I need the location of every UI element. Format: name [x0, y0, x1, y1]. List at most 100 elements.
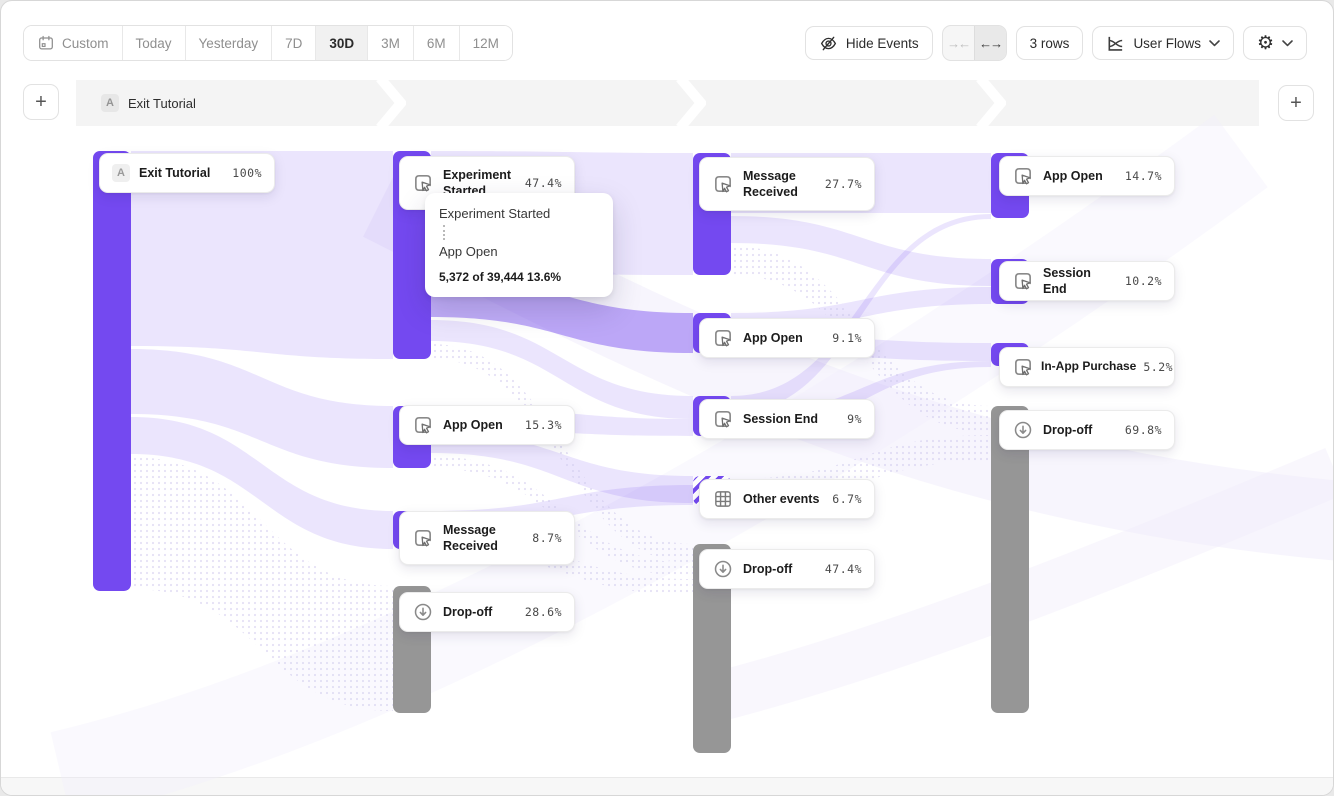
flow-step-header: A Exit Tutorial [76, 80, 1259, 126]
step-1-header[interactable]: A Exit Tutorial [101, 80, 196, 126]
window-footer [1, 777, 1333, 795]
date-range-label: 30D [329, 35, 355, 51]
node-card-session-end-4[interactable]: Session End 10.2% [999, 261, 1175, 301]
rows-button[interactable]: 3 rows [1015, 26, 1084, 60]
date-range-12m[interactable]: 12M [459, 26, 512, 60]
node-card-app-open-4[interactable]: App Open 14.7% [999, 156, 1175, 196]
flow-ribbon[interactable] [731, 216, 991, 286]
node-percent: 27.7% [824, 177, 862, 191]
date-range-yesterday[interactable]: Yesterday [185, 26, 273, 60]
node-card-app-open-2[interactable]: App Open 15.3% [399, 405, 575, 445]
gear-icon: ⚙ [1256, 32, 1274, 54]
flow-ribbon[interactable] [431, 320, 693, 419]
add-step-left-button[interactable]: + [23, 84, 59, 120]
node-card-app-open-3[interactable]: App Open 9.1% [699, 318, 875, 358]
node-label: Message Received [443, 522, 498, 553]
node-card-other-events[interactable]: Other events 6.7% [699, 479, 875, 519]
dropoff-arrow-icon [712, 558, 734, 580]
event-cursor-icon [1012, 270, 1034, 292]
hide-events-label: Hide Events [845, 35, 919, 51]
node-percent: 28.6% [524, 605, 562, 619]
date-range-label: Yesterday [198, 35, 259, 51]
node-label: Drop-off [1043, 422, 1093, 437]
tooltip-connector-dots [443, 225, 446, 240]
node-percent: 15.3% [524, 418, 562, 432]
add-step-right-button[interactable]: + [1278, 85, 1314, 121]
view-type-dropdown[interactable]: User Flows [1092, 26, 1234, 60]
grid-icon [712, 488, 734, 510]
node-percent: 10.2% [1124, 274, 1162, 288]
flow-ribbon[interactable] [731, 214, 991, 413]
date-range-3m[interactable]: 3M [368, 26, 414, 60]
tooltip-from-event: Experiment Started [439, 206, 551, 221]
event-cursor-icon [412, 527, 434, 549]
tooltip-to-event: App Open [439, 244, 498, 259]
node-label: App Open [743, 330, 803, 345]
node-label: Drop-off [443, 604, 493, 619]
node-label: Session End [1043, 265, 1091, 296]
rows-label: 3 rows [1029, 35, 1070, 51]
date-range-label: Custom [62, 35, 109, 51]
node-card-message-received-3[interactable]: Message Received 27.7% [699, 157, 875, 211]
node-percent: 69.8% [1124, 423, 1162, 437]
flow-ribbon[interactable] [131, 349, 393, 468]
node-percent: 100% [232, 166, 262, 180]
node-percent: 47.4% [524, 176, 562, 190]
dropoff-ribbon[interactable] [131, 457, 393, 711]
node-label: Other events [743, 491, 820, 506]
node-card-session-end-3[interactable]: Session End 9% [699, 399, 875, 439]
settings-dropdown[interactable]: ⚙ [1242, 26, 1307, 60]
step-separator-chevron [376, 80, 406, 126]
event-cursor-icon [1012, 165, 1034, 187]
node-label: In-App Purchase [1041, 359, 1137, 374]
step-separator-chevron [976, 80, 1006, 126]
node-percent: 8.7% [532, 531, 562, 545]
date-range-30d-selected[interactable]: 30D [316, 26, 369, 60]
node-bar-dropoff-4[interactable] [991, 406, 1029, 713]
node-card-in-app-purchase[interactable]: In-App Purchase 5.2% [999, 347, 1175, 387]
expand-columns-button[interactable]: ←→ [973, 26, 1006, 60]
step-a-badge: A [101, 94, 119, 112]
date-range-control: Custom Today Yesterday 7D 30D 3M 6M 12M [23, 25, 513, 61]
node-label: App Open [443, 417, 503, 432]
dropoff-arrow-icon [412, 601, 434, 623]
date-range-label: Today [135, 35, 172, 51]
node-card-dropoff-2[interactable]: Drop-off 28.6% [399, 592, 575, 632]
date-range-label: 3M [381, 35, 400, 51]
dropoff-ribbon[interactable] [431, 344, 693, 563]
node-percent: 9.1% [832, 331, 862, 345]
date-range-today[interactable]: Today [122, 26, 186, 60]
plus-icon: + [35, 90, 47, 113]
step-1-event-name: Exit Tutorial [128, 95, 196, 111]
event-cursor-icon [1012, 356, 1034, 378]
node-percent: 6.7% [832, 492, 862, 506]
node-bar-exit-tutorial[interactable] [93, 151, 131, 591]
hide-events-button[interactable]: Hide Events [804, 26, 933, 60]
plus-icon: + [1290, 91, 1302, 114]
tooltip-stat: 5,372 of 39,444 13.6% [439, 270, 562, 284]
node-card-dropoff-3[interactable]: Drop-off 47.4% [699, 549, 875, 589]
flow-ribbon[interactable] [131, 417, 393, 549]
step-a-badge: A [112, 164, 130, 182]
width-toggle-control: →← ←→ [941, 25, 1007, 61]
flow-ribbon[interactable] [431, 432, 693, 503]
node-label: Message Received [743, 168, 798, 199]
date-range-7d[interactable]: 7D [272, 26, 317, 60]
node-card-message-received-2[interactable]: Message Received 8.7% [399, 511, 575, 565]
flow-ribbon[interactable] [131, 151, 393, 359]
event-cursor-icon [712, 173, 734, 195]
node-label: App Open [1043, 168, 1103, 183]
top-toolbar: Custom Today Yesterday 7D 30D 3M 6M 12M … [1, 1, 1333, 67]
collapse-columns-button[interactable]: →← [943, 26, 974, 60]
expand-icon: ←→ [979, 35, 1003, 51]
node-card-dropoff-4[interactable]: Drop-off 69.8% [999, 410, 1175, 450]
event-cursor-icon [712, 408, 734, 430]
date-range-custom[interactable]: Custom [24, 26, 123, 60]
event-cursor-icon [412, 172, 434, 194]
step-separator-chevron [676, 80, 706, 126]
collapse-icon: →← [947, 35, 971, 51]
date-range-6m[interactable]: 6M [413, 26, 460, 60]
node-card-exit-tutorial[interactable]: A Exit Tutorial 100% [99, 153, 275, 193]
node-percent: 47.4% [824, 562, 862, 576]
